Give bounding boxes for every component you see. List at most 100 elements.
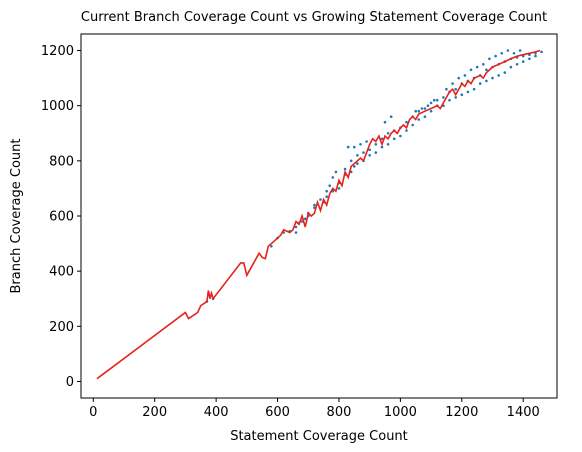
scatter-point bbox=[512, 52, 516, 55]
scatter-point bbox=[362, 151, 365, 154]
scatter-point bbox=[518, 49, 522, 52]
scatter-point bbox=[399, 134, 402, 138]
scatter-point bbox=[386, 132, 390, 135]
y-tick-label: 200 bbox=[49, 320, 74, 335]
scatter-point bbox=[392, 137, 396, 141]
x-tick-label: 200 bbox=[142, 405, 167, 420]
scatter-point bbox=[328, 184, 332, 187]
x-axis-label: Statement Coverage Count bbox=[230, 429, 408, 444]
scatter-point bbox=[435, 98, 439, 102]
scatter-point bbox=[374, 151, 378, 154]
scatter-point bbox=[411, 123, 415, 127]
scatter-point bbox=[423, 115, 427, 118]
scatter-point bbox=[509, 65, 513, 69]
y-axis-ticks: 0 200 400 600 800 1000 1200 bbox=[41, 44, 81, 390]
scatter-point bbox=[420, 107, 424, 110]
x-tick-label: 0 bbox=[89, 405, 97, 420]
scatter-point bbox=[359, 143, 362, 146]
scatter-point bbox=[353, 145, 356, 149]
axes-frame bbox=[80, 33, 558, 399]
scatter-point bbox=[463, 74, 467, 77]
scatter-point bbox=[365, 140, 368, 143]
x-tick-label: 800 bbox=[327, 405, 352, 420]
scatter-point bbox=[356, 162, 359, 165]
scatter-point bbox=[475, 65, 479, 69]
x-tick-label: 1200 bbox=[445, 405, 478, 420]
scatter-point bbox=[460, 93, 464, 96]
scatter-point bbox=[334, 170, 338, 174]
line-series bbox=[96, 49, 541, 380]
x-tick-label: 600 bbox=[265, 405, 290, 420]
scatter-point bbox=[469, 68, 473, 72]
scatter-point bbox=[325, 189, 329, 193]
scatter-point bbox=[515, 63, 519, 66]
y-tick-label: 600 bbox=[49, 210, 74, 225]
scatter-point bbox=[503, 71, 507, 74]
scatter-point bbox=[429, 109, 433, 113]
scatter-point bbox=[343, 167, 347, 171]
scatter-point bbox=[417, 109, 421, 113]
scatter-point bbox=[346, 145, 350, 149]
scatter-point bbox=[405, 129, 408, 132]
x-tick-label: 1000 bbox=[384, 405, 417, 420]
scatter-point bbox=[414, 109, 418, 113]
scatter-point bbox=[386, 143, 390, 146]
scatter-point bbox=[521, 60, 525, 63]
scatter-point bbox=[319, 198, 322, 201]
y-tick-label: 1200 bbox=[41, 44, 74, 59]
scatter-point bbox=[356, 154, 359, 157]
plot-area: 0 200 400 600 800 1000 1200 1400 0 200 400 600 800 1… bbox=[41, 33, 558, 420]
scatter-point bbox=[472, 87, 476, 91]
scatter-point bbox=[380, 137, 384, 141]
x-tick-label: 1400 bbox=[507, 405, 540, 420]
y-tick-label: 1000 bbox=[41, 99, 74, 114]
scatter-point bbox=[353, 165, 356, 168]
scatter-point bbox=[534, 54, 537, 58]
scatter-point bbox=[383, 120, 387, 124]
scatter-point bbox=[368, 154, 372, 157]
y-axis-label: Branch Coverage Count bbox=[9, 138, 24, 293]
scatter-point bbox=[528, 57, 531, 61]
scatter-point bbox=[442, 96, 445, 99]
scatter-point bbox=[451, 82, 454, 85]
scatter-point bbox=[389, 115, 393, 118]
chart-title: Current Branch Coverage Count vs Growing… bbox=[81, 10, 547, 25]
scatter-point bbox=[432, 98, 436, 102]
scatter-point bbox=[337, 187, 341, 190]
scatter-point bbox=[374, 143, 378, 146]
y-tick-label: 0 bbox=[66, 375, 74, 390]
scatter-point bbox=[445, 87, 448, 91]
scatter-point bbox=[540, 50, 543, 54]
scatter-point bbox=[482, 63, 485, 66]
scatter-point bbox=[448, 98, 451, 102]
scatter-point bbox=[325, 195, 329, 198]
scatter-point bbox=[417, 118, 421, 121]
scatter-point bbox=[294, 231, 298, 234]
scatter-point bbox=[429, 101, 433, 105]
x-tick-label: 400 bbox=[204, 405, 229, 420]
scatter-point bbox=[426, 104, 430, 107]
scatter-point bbox=[349, 159, 353, 163]
scatter-point bbox=[405, 120, 408, 124]
scatter-point bbox=[303, 217, 307, 221]
scatter-point bbox=[488, 57, 491, 61]
y-tick-label: 800 bbox=[49, 154, 74, 169]
scatter-point bbox=[331, 176, 335, 179]
scatter-point bbox=[313, 203, 316, 207]
scatter-point bbox=[380, 145, 384, 149]
scatter-point bbox=[294, 225, 298, 229]
scatter-point bbox=[368, 148, 372, 152]
scatter-point bbox=[423, 107, 427, 110]
y-tick-label: 400 bbox=[49, 265, 74, 280]
scatter-point bbox=[491, 76, 494, 80]
scatter-point bbox=[497, 74, 501, 77]
scatter-point bbox=[494, 54, 497, 58]
scatter-series bbox=[205, 49, 543, 303]
scatter-point bbox=[506, 49, 510, 52]
scatter-point bbox=[500, 52, 504, 55]
scatter-point bbox=[466, 90, 470, 94]
scatter-point bbox=[485, 79, 488, 83]
scatter-point bbox=[485, 68, 488, 72]
scatter-point bbox=[454, 87, 458, 91]
